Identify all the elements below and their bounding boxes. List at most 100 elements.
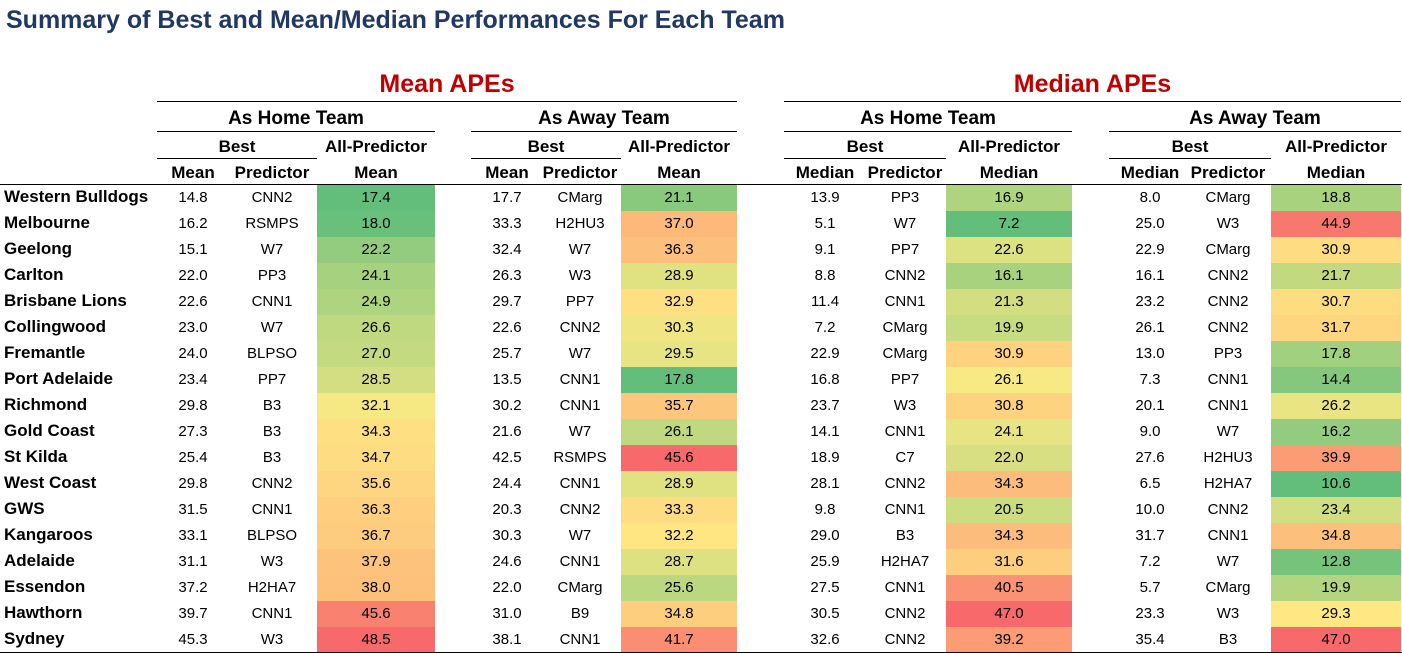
cell-mean-allpred: 27.0 bbox=[317, 341, 435, 367]
cell-away-mean-predictor: W7 bbox=[568, 345, 592, 362]
cell-mean-best: 15.1 bbox=[178, 241, 208, 258]
allpred-header: All-Predictor bbox=[627, 137, 731, 156]
cell-away-median-best: 7.2 bbox=[1139, 553, 1161, 570]
cell-mean-best: 27.3 bbox=[178, 423, 208, 440]
cell-mean-predictor: W3 bbox=[260, 631, 284, 648]
cell-away-median-predictor: H2HU3 bbox=[1203, 449, 1253, 466]
allpred-header: All-Predictor bbox=[324, 137, 428, 156]
cell-mean-predictor: BLPSO bbox=[246, 527, 298, 544]
cell-away-median-allpred: 39.9 bbox=[1271, 445, 1401, 471]
cell-away-median-best: 16.1 bbox=[1135, 267, 1165, 284]
cell-mean-best: 39.7 bbox=[178, 605, 208, 622]
cell-median-predictor: W3 bbox=[893, 397, 917, 414]
cell-mean-best: 16.2 bbox=[178, 215, 208, 232]
col-mean: Mean bbox=[485, 163, 529, 182]
team-name: Fremantle bbox=[4, 343, 86, 362]
cell-away-median-allpred: 23.4 bbox=[1271, 497, 1401, 523]
cell-median-predictor: CNN1 bbox=[884, 579, 926, 596]
cell-away-mean-predictor: CNN2 bbox=[559, 501, 601, 518]
cell-median-allpred: 16.9 bbox=[946, 185, 1072, 211]
cell-away-mean-predictor: CNN2 bbox=[559, 319, 601, 336]
cell-away-median-predictor: CNN2 bbox=[1207, 293, 1249, 310]
cell-away-mean-allpred: 25.6 bbox=[621, 575, 737, 601]
cell-away-mean-best: 29.7 bbox=[492, 293, 522, 310]
table-row: Kangaroos 33.1 BLPSO 36.7 30.3 W7 32.2 29.0 B3 34… bbox=[0, 523, 1402, 549]
team-name: Geelong bbox=[4, 239, 73, 258]
cell-mean-predictor: PP7 bbox=[257, 371, 287, 388]
best-header: Best bbox=[1171, 137, 1209, 156]
cell-away-mean-best: 32.4 bbox=[492, 241, 522, 258]
team-name: Western Bulldogs bbox=[4, 187, 149, 206]
cell-away-mean-allpred: 32.9 bbox=[621, 289, 737, 315]
cell-mean-best: 31.5 bbox=[178, 501, 208, 518]
cell-median-predictor: CNN2 bbox=[884, 631, 926, 648]
cell-mean-predictor: B3 bbox=[262, 449, 282, 466]
cell-away-mean-predictor: CMarg bbox=[557, 189, 603, 206]
cell-mean-predictor: H2HA7 bbox=[247, 579, 297, 596]
cell-away-mean-allpred: 35.7 bbox=[621, 393, 737, 419]
rule-median bbox=[784, 101, 1401, 102]
team-name: Richmond bbox=[4, 395, 88, 414]
cell-away-mean-best: 24.4 bbox=[492, 475, 522, 492]
cell-mean-allpred: 36.7 bbox=[317, 523, 435, 549]
group-median-home: As Home Team bbox=[860, 108, 996, 129]
team-name: GWS bbox=[4, 499, 45, 518]
team-name: Melbourne bbox=[4, 213, 90, 232]
table-row: Carlton 22.0 PP3 24.1 26.3 W3 28.9 8.8 CNN2 16.1 1… bbox=[0, 263, 1402, 289]
cell-mean-predictor: CNN1 bbox=[251, 293, 293, 310]
cell-away-median-predictor: CMarg bbox=[1205, 241, 1251, 258]
cell-away-mean-allpred: 21.1 bbox=[621, 185, 737, 211]
cell-away-median-allpred: 26.2 bbox=[1271, 393, 1401, 419]
cell-away-mean-allpred: 29.5 bbox=[621, 341, 737, 367]
cell-away-mean-best: 20.3 bbox=[492, 501, 522, 518]
cell-away-median-best: 23.3 bbox=[1135, 605, 1165, 622]
cell-away-mean-predictor: B9 bbox=[570, 605, 590, 622]
best-header: Best bbox=[846, 137, 884, 156]
cell-away-median-allpred: 14.4 bbox=[1271, 367, 1401, 393]
cell-mean-allpred: 34.3 bbox=[317, 419, 435, 445]
cell-median-best: 7.2 bbox=[814, 319, 836, 336]
cell-away-median-allpred: 30.9 bbox=[1271, 237, 1401, 263]
cell-away-median-allpred: 21.7 bbox=[1271, 263, 1401, 289]
cell-away-median-allpred: 34.8 bbox=[1271, 523, 1401, 549]
cell-median-predictor: CMarg bbox=[882, 345, 928, 362]
cell-mean-best: 25.4 bbox=[178, 449, 208, 466]
cell-away-median-best: 13.0 bbox=[1135, 345, 1165, 362]
cell-median-best: 30.5 bbox=[810, 605, 840, 622]
cell-away-mean-best: 31.0 bbox=[492, 605, 522, 622]
col-predictor: Predictor bbox=[1190, 163, 1266, 182]
col-allpred-mean: Mean bbox=[354, 163, 398, 182]
cell-mean-allpred: 24.1 bbox=[317, 263, 435, 289]
cell-away-mean-allpred: 26.1 bbox=[621, 419, 737, 445]
cell-away-mean-best: 38.1 bbox=[492, 631, 522, 648]
team-name: Sydney bbox=[4, 629, 65, 648]
cell-away-mean-allpred: 28.9 bbox=[621, 263, 737, 289]
cell-away-mean-predictor: RSMPS bbox=[553, 449, 607, 466]
cell-mean-allpred: 35.6 bbox=[317, 471, 435, 497]
col-median: Median bbox=[1120, 163, 1180, 182]
rule-g3 bbox=[784, 131, 1072, 132]
cell-median-allpred: 31.6 bbox=[946, 549, 1072, 575]
rule-best bbox=[784, 158, 946, 159]
cell-median-allpred: 24.1 bbox=[946, 419, 1072, 445]
cell-median-allpred: 22.6 bbox=[946, 237, 1072, 263]
table-row: Sydney 45.3 W3 48.5 38.1 CNN1 41.7 32.6 CNN2 39.2… bbox=[0, 627, 1402, 653]
cell-mean-predictor: CNN2 bbox=[251, 475, 293, 492]
cell-away-mean-best: 30.2 bbox=[492, 397, 522, 414]
cell-away-mean-predictor: CMarg bbox=[557, 579, 603, 596]
allpred-header: All-Predictor bbox=[957, 137, 1061, 156]
cell-away-median-best: 7.3 bbox=[1139, 371, 1161, 388]
table-row: Port Adelaide 23.4 PP7 28.5 13.5 CNN1 17.8 16.8… bbox=[0, 367, 1402, 393]
cell-median-allpred: 40.5 bbox=[946, 575, 1072, 601]
team-name: Kangaroos bbox=[4, 525, 93, 544]
cell-away-median-predictor: W7 bbox=[1216, 553, 1240, 570]
group-median-away: As Away Team bbox=[1189, 108, 1321, 129]
cell-away-mean-best: 24.6 bbox=[492, 553, 522, 570]
cell-median-predictor: PP3 bbox=[890, 189, 920, 206]
cell-away-median-best: 9.0 bbox=[1139, 423, 1161, 440]
table-row: Western Bulldogs 14.8 CNN2 17.4 17.7 CMarg 21.… bbox=[0, 185, 1402, 211]
cell-median-best: 9.8 bbox=[814, 501, 836, 518]
table-top-rule bbox=[0, 184, 1402, 185]
cell-median-predictor: CNN1 bbox=[884, 293, 926, 310]
cell-mean-predictor: B3 bbox=[262, 423, 282, 440]
